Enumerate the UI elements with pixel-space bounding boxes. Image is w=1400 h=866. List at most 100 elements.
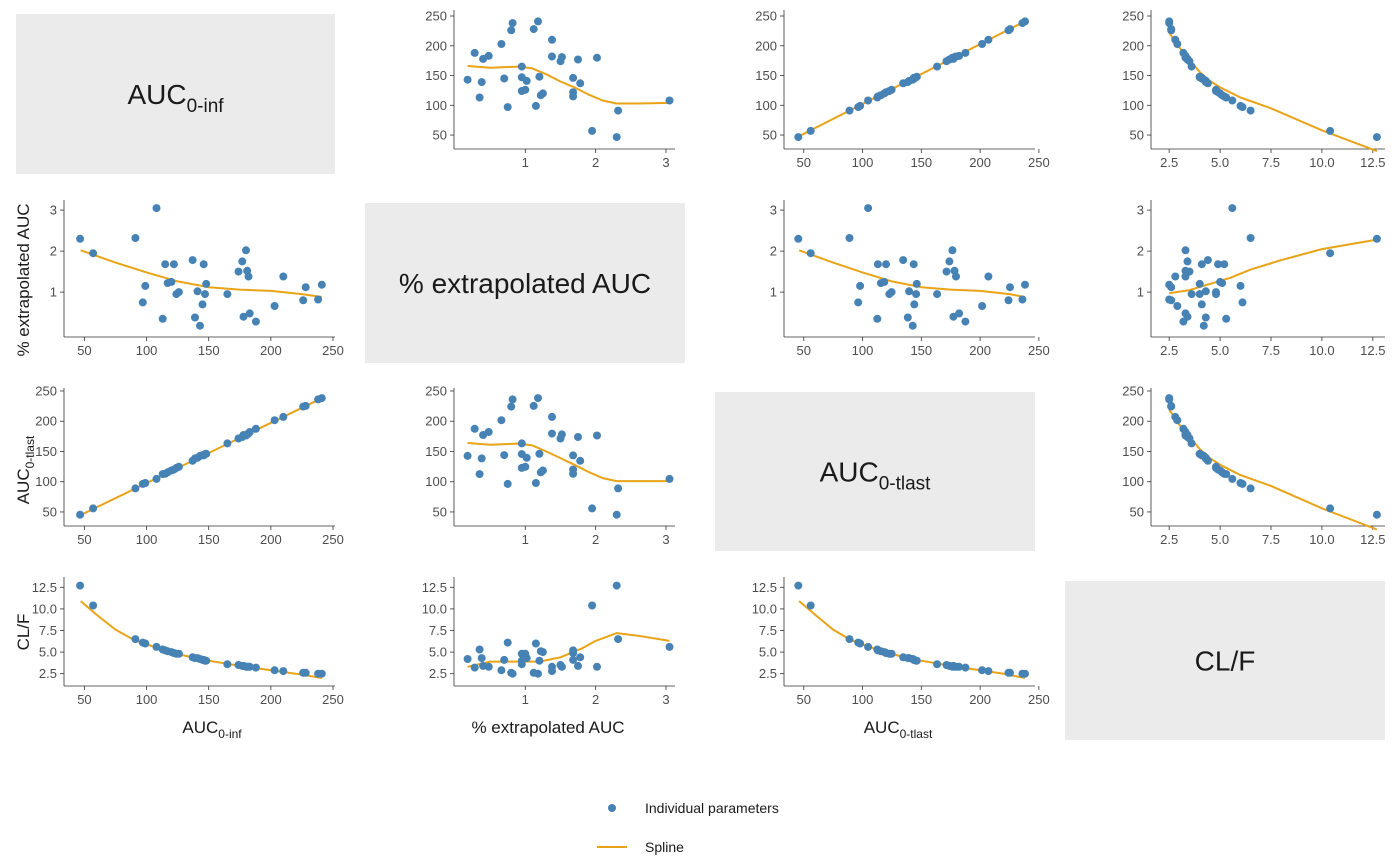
data-point (887, 649, 896, 658)
x-axis-title-auc_tlast: AUC0-tlast (864, 718, 933, 741)
x-tick-label: 1 (522, 692, 529, 707)
y-tick-label: 12.5 (32, 580, 57, 595)
x-tick-label: 7.5 (1262, 532, 1280, 547)
data-point (1238, 298, 1247, 307)
data-point (1021, 669, 1029, 678)
x-tick-label: 200 (260, 692, 282, 707)
x-tick-label: 12.5 (1360, 343, 1385, 358)
data-point (1236, 479, 1245, 487)
x-tick-label: 2.5 (1160, 155, 1178, 170)
data-point (569, 451, 578, 460)
y-tick-label: 100 (755, 98, 777, 113)
data-point (1228, 474, 1237, 483)
y-tick-label: 50 (433, 504, 447, 519)
panel-r2-c2: % extrapolated AUC (365, 203, 685, 363)
y-tick-label: 2.5 (759, 666, 777, 681)
spline-line (798, 249, 1025, 298)
data-point (199, 260, 208, 269)
y-tick-label: 2.5 (429, 666, 447, 681)
data-point (905, 287, 914, 296)
legend-points-label: Individual parameters (645, 800, 779, 816)
x-axis-title-pct_extrap: % extrapolated AUC (471, 718, 624, 737)
y-tick-label: 150 (1122, 68, 1144, 83)
data-point (299, 296, 308, 305)
data-point (500, 451, 509, 460)
data-point (508, 395, 517, 404)
panel-r2-c4: 1 2 3 2.5 5.0 7.5 10.0 12.5 (1137, 200, 1385, 358)
spline-line (467, 632, 670, 668)
y-tick-label: 2.5 (39, 666, 57, 681)
x-tick-label: 150 (198, 532, 220, 547)
data-point (794, 581, 803, 590)
x-tick-label: 50 (77, 692, 91, 707)
data-point (1372, 234, 1381, 243)
x-tick-label: 12.5 (1360, 155, 1385, 170)
data-point (531, 639, 540, 648)
data-point (873, 314, 882, 323)
x-tick-label: 1 (522, 155, 529, 170)
data-point (521, 85, 530, 94)
y-tick-label: 5.0 (429, 645, 447, 660)
data-point (864, 642, 873, 651)
data-point (887, 288, 896, 297)
data-point (470, 424, 479, 433)
data-point (593, 53, 601, 62)
y-tick-label: 1 (50, 285, 57, 300)
data-point (588, 126, 597, 135)
data-point (196, 321, 204, 330)
data-point (614, 106, 623, 115)
data-point (984, 272, 993, 281)
data-point (873, 260, 882, 269)
data-point (463, 75, 472, 84)
spline-line (1168, 409, 1378, 531)
data-point (529, 401, 538, 410)
data-point (202, 279, 211, 288)
y-tick-label: 250 (1122, 9, 1144, 24)
spline-line (467, 442, 670, 483)
y-tick-label: 10.0 (32, 601, 57, 616)
data-point (1179, 317, 1188, 326)
data-point (517, 62, 526, 71)
data-point (1181, 246, 1190, 255)
data-point (89, 601, 98, 610)
panel-r1-c3: 50 100 150 200 250 50 100 150 200 250 (755, 9, 1049, 171)
data-point (223, 660, 232, 669)
data-point (1212, 288, 1220, 297)
data-point (1165, 17, 1174, 26)
panel-r4-c2: 2.5 5.0 7.5 10.0 12.5 1 2 3 (422, 577, 675, 707)
data-point (517, 660, 526, 669)
data-point (588, 504, 597, 513)
data-point (955, 51, 964, 60)
data-point (76, 581, 85, 590)
y-tick-label: 250 (425, 9, 447, 24)
data-point (521, 462, 530, 471)
data-point (984, 35, 993, 44)
y-axis-title-clf: CL/F (14, 614, 33, 651)
y-tick-label: 7.5 (39, 623, 57, 638)
y-tick-label: 50 (763, 128, 777, 143)
diagonal-strip-pct_extrap (365, 203, 685, 363)
data-point (665, 474, 674, 483)
data-point (174, 288, 183, 297)
diagonal-label-pct_extrap: % extrapolated AUC (399, 268, 651, 299)
x-tick-label: 2.5 (1160, 343, 1178, 358)
data-point (1195, 279, 1204, 288)
data-point (1228, 96, 1237, 105)
data-point (198, 300, 207, 309)
x-tick-label: 50 (797, 343, 811, 358)
data-point (1173, 302, 1182, 310)
data-point (961, 317, 970, 326)
data-point (191, 313, 199, 322)
x-tick-label: 200 (260, 343, 282, 358)
y-tick-label: 7.5 (429, 623, 447, 638)
data-point (612, 133, 621, 142)
data-point (535, 656, 544, 665)
data-point (251, 663, 260, 672)
x-tick-label: 3 (662, 532, 669, 547)
data-point (933, 290, 942, 299)
data-point (794, 234, 803, 243)
y-axis-title-auc_tlast: AUC0-tlast (14, 435, 37, 504)
data-point (548, 412, 556, 421)
x-axis-title-auc_inf: AUC0-inf (182, 718, 242, 741)
data-point (270, 666, 279, 675)
